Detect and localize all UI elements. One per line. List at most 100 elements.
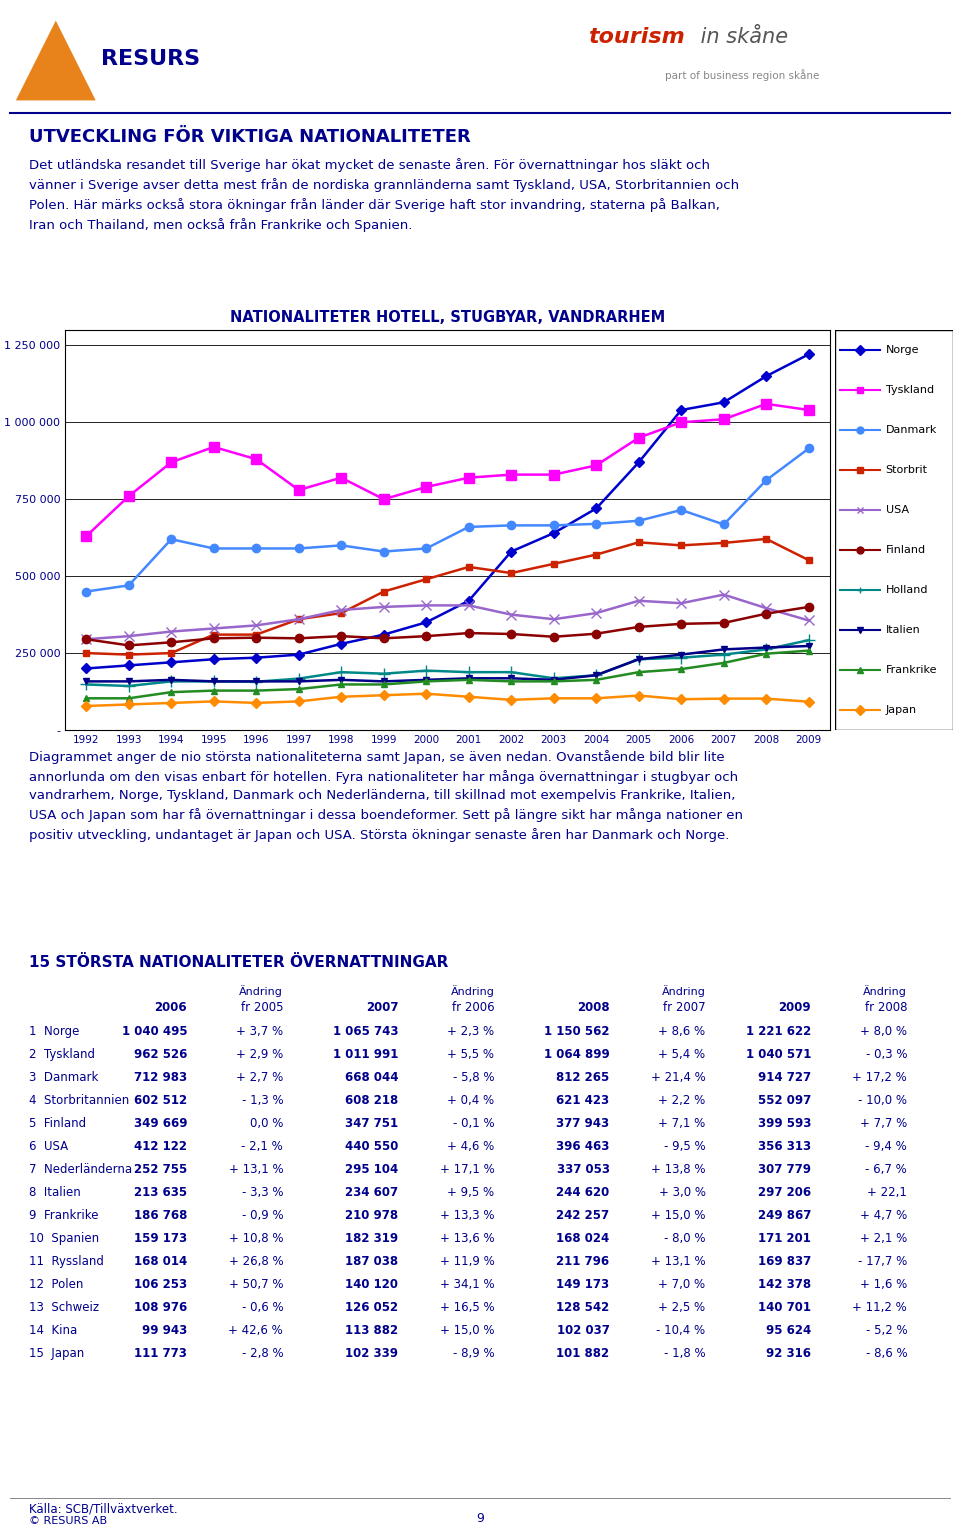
Holland (506, 662, 517, 681)
Tyskland (420, 478, 432, 496)
Holland (81, 676, 92, 694)
Text: 111 773: 111 773 (134, 1347, 187, 1360)
Holland (463, 662, 474, 681)
Finland (251, 629, 262, 647)
Norge (676, 401, 687, 420)
Line: Storbrit: Storbrit (83, 536, 812, 658)
Storbrit (760, 530, 772, 548)
Danmark (420, 539, 432, 557)
Frankrike (590, 671, 602, 690)
USA (463, 597, 474, 615)
Storbrit (378, 583, 390, 601)
Text: 337 053: 337 053 (557, 1163, 610, 1177)
Text: + 26,8 %: + 26,8 % (228, 1254, 283, 1268)
Text: + 11,2 %: + 11,2 % (852, 1302, 907, 1314)
Text: © RESURS AB: © RESURS AB (29, 1515, 107, 1526)
Frankrike (378, 676, 390, 694)
Text: in skåne: in skåne (693, 26, 787, 47)
Text: 3  Danmark: 3 Danmark (29, 1071, 98, 1083)
Japan (463, 688, 474, 707)
Text: 552 097: 552 097 (758, 1094, 811, 1106)
Text: 106 253: 106 253 (134, 1277, 187, 1291)
Text: + 2,9 %: + 2,9 % (236, 1048, 283, 1061)
Danmark (676, 501, 687, 519)
Text: 142 378: 142 378 (758, 1277, 811, 1291)
Holland (420, 661, 432, 679)
Text: 2  Tyskland: 2 Tyskland (29, 1048, 95, 1061)
Text: 2006: 2006 (155, 1001, 187, 1013)
Text: + 8,6 %: + 8,6 % (659, 1025, 706, 1038)
Danmark (378, 542, 390, 560)
Text: + 13,6 %: + 13,6 % (440, 1231, 494, 1245)
USA (760, 600, 772, 618)
Text: Ändring: Ändring (863, 984, 907, 996)
Japan (633, 687, 644, 705)
Danmark (208, 539, 220, 557)
Text: 186 768: 186 768 (133, 1209, 187, 1222)
Japan (590, 690, 602, 708)
Text: + 2,7 %: + 2,7 % (236, 1071, 283, 1083)
Text: 608 218: 608 218 (346, 1094, 398, 1106)
Text: + 4,6 %: + 4,6 % (447, 1140, 494, 1154)
Holland (718, 645, 730, 664)
Text: 169 837: 169 837 (758, 1254, 811, 1268)
Danmark (463, 517, 474, 536)
Text: + 2,3 %: + 2,3 % (447, 1025, 494, 1038)
Text: - 8,0 %: - 8,0 % (664, 1231, 706, 1245)
Text: 9: 9 (476, 1512, 484, 1524)
Storbrit (463, 559, 474, 577)
Text: 396 463: 396 463 (556, 1140, 610, 1154)
Text: + 3,7 %: + 3,7 % (236, 1025, 283, 1038)
Text: + 22,1: + 22,1 (867, 1186, 907, 1199)
Holland (760, 641, 772, 659)
Frankrike (676, 659, 687, 678)
Holland (676, 649, 687, 667)
Text: + 16,5 %: + 16,5 % (440, 1302, 494, 1314)
Text: Holland: Holland (886, 584, 928, 595)
Text: Det utländska resandet till Sverige har ökat mycket de senaste åren. För övernat: Det utländska resandet till Sverige har … (29, 159, 739, 232)
Text: - 2,8 %: - 2,8 % (242, 1347, 283, 1360)
Line: Japan: Japan (83, 690, 812, 710)
Text: + 4,7 %: + 4,7 % (860, 1209, 907, 1222)
Text: 159 173: 159 173 (134, 1231, 187, 1245)
Holland (335, 662, 347, 681)
Italien (293, 673, 304, 691)
Frankrike (251, 682, 262, 700)
Italien (463, 670, 474, 688)
Norge (293, 645, 304, 664)
Text: + 2,2 %: + 2,2 % (659, 1094, 706, 1106)
Text: 126 052: 126 052 (346, 1302, 398, 1314)
Text: + 5,4 %: + 5,4 % (659, 1048, 706, 1061)
Japan (548, 690, 560, 708)
Text: - 5,8 %: - 5,8 % (453, 1071, 494, 1083)
Japan (760, 690, 772, 708)
Text: - 0,6 %: - 0,6 % (242, 1302, 283, 1314)
Text: 8  Italien: 8 Italien (29, 1186, 81, 1199)
Text: Norge: Norge (886, 345, 920, 356)
Text: Tyskland: Tyskland (886, 385, 934, 395)
Holland (123, 678, 134, 696)
Finland (803, 598, 814, 617)
Text: RESURS: RESURS (101, 49, 200, 69)
Finland (335, 627, 347, 645)
Text: Italien: Italien (886, 626, 921, 635)
Text: 101 882: 101 882 (557, 1347, 610, 1360)
Text: - 17,7 %: - 17,7 % (858, 1254, 907, 1268)
Norge (81, 659, 92, 678)
Finland (506, 624, 517, 642)
Text: 140 120: 140 120 (346, 1277, 398, 1291)
Norge (208, 650, 220, 668)
Text: fr 2008: fr 2008 (865, 1001, 907, 1013)
Japan (378, 687, 390, 705)
Text: - 9,5 %: - 9,5 % (664, 1140, 706, 1154)
Text: 182 319: 182 319 (346, 1231, 398, 1245)
Text: - 0,3 %: - 0,3 % (866, 1048, 907, 1061)
Text: 1 065 743: 1 065 743 (333, 1025, 398, 1038)
USA (165, 623, 177, 641)
Text: Diagrammet anger de nio största nationaliteterna samt Japan, se även nedan. Ovan: Diagrammet anger de nio största national… (29, 749, 743, 842)
Text: 712 983: 712 983 (134, 1071, 187, 1083)
Finland (463, 624, 474, 642)
Tyskland (633, 429, 644, 447)
Italien (803, 636, 814, 655)
Text: - 5,2 %: - 5,2 % (866, 1325, 907, 1337)
